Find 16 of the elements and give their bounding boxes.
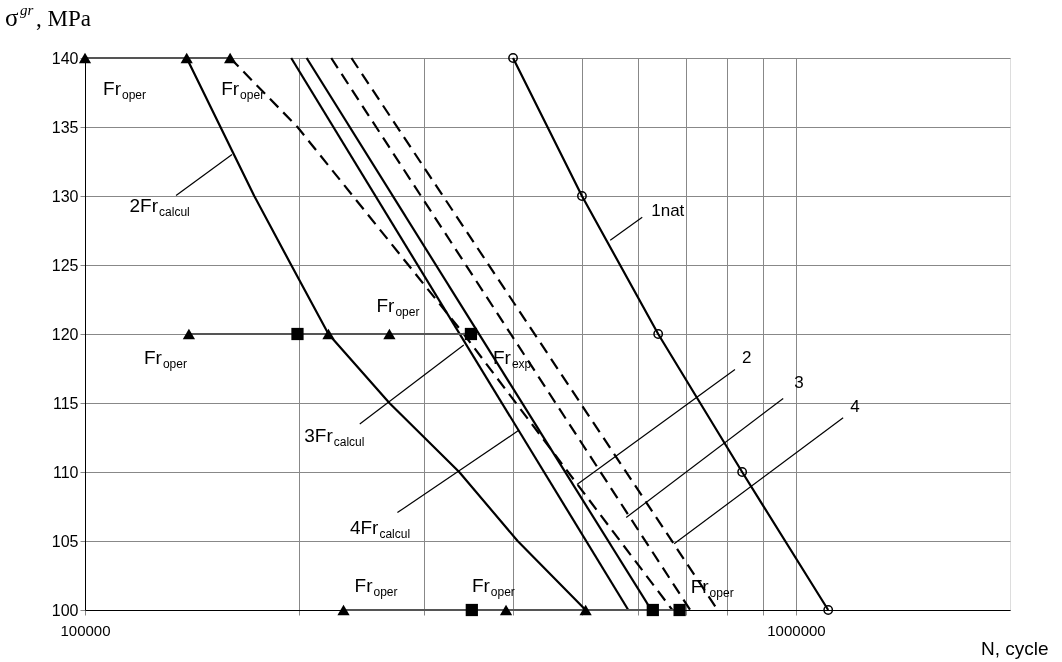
y-tick-label: 105: [51, 532, 79, 550]
y-tick-label: 110: [52, 463, 79, 481]
y-tick-label: 100: [51, 601, 79, 619]
annotation: 2: [741, 348, 752, 368]
annotation: 4: [850, 396, 860, 416]
y-tick-label: 115: [52, 394, 79, 412]
annotation: 1nat: [651, 201, 685, 221]
y-tick-label: 130: [51, 187, 79, 205]
x-tick-label: 100000: [60, 621, 111, 639]
y-tick-label: 135: [51, 118, 79, 136]
x-tick-label: 1000000: [767, 621, 826, 639]
y-tick-label: 120: [51, 325, 79, 343]
annotation: 3: [794, 372, 804, 392]
y-tick-label: 140: [51, 49, 79, 67]
x-axis-title: N, cycle: [980, 637, 1049, 659]
y-tick-label: 125: [51, 256, 79, 274]
